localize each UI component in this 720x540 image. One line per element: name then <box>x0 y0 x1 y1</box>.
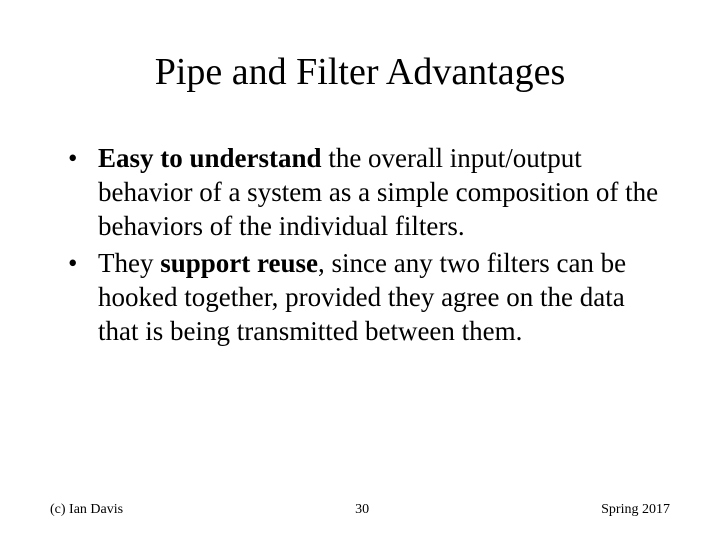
list-item: Easy to understand the overall input/out… <box>50 142 670 243</box>
footer-page-number: 30 <box>355 502 369 518</box>
slide-footer: (c) Ian Davis 30 Spring 2017 <box>50 502 670 518</box>
body-text: They <box>98 248 160 278</box>
list-item: They support reuse, since any two filter… <box>50 247 670 348</box>
slide-title: Pipe and Filter Advantages <box>50 50 670 94</box>
footer-term: Spring 2017 <box>601 502 670 518</box>
slide-content: Easy to understand the overall input/out… <box>50 142 670 510</box>
footer-copyright: (c) Ian Davis <box>50 502 123 518</box>
bullet-list: Easy to understand the overall input/out… <box>50 142 670 349</box>
bold-text: Easy to understand <box>98 143 322 173</box>
slide-container: Pipe and Filter Advantages Easy to under… <box>0 0 720 540</box>
bold-text: support reuse <box>160 248 318 278</box>
